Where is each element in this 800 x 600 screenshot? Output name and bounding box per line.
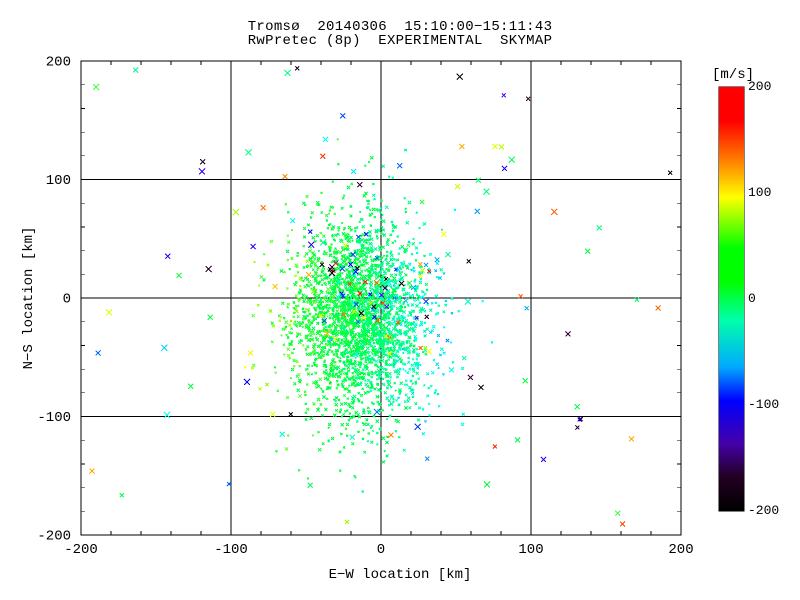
svg-text:200: 200	[46, 55, 71, 71]
svg-text:-200: -200	[37, 529, 71, 545]
svg-text:-100: -100	[214, 542, 248, 558]
svg-text:200: 200	[668, 542, 693, 558]
svg-text:100: 100	[46, 173, 71, 189]
svg-text:-100: -100	[37, 410, 71, 426]
svg-text:100: 100	[518, 542, 543, 558]
svg-text:0: 0	[377, 542, 385, 558]
svg-text:0: 0	[63, 292, 71, 308]
